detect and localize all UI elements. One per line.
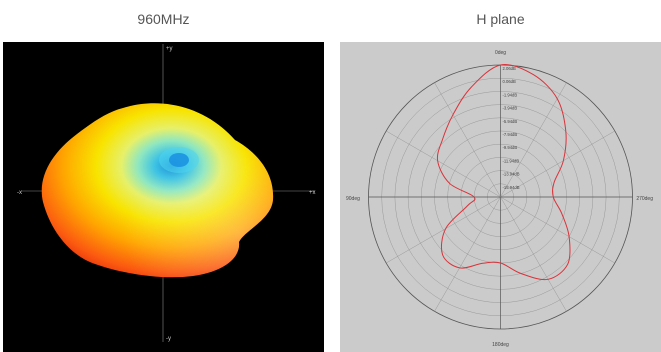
polar-grid bbox=[368, 64, 633, 330]
polar-spoke bbox=[434, 82, 501, 198]
polar-ring-label: 0.06dB bbox=[503, 79, 516, 84]
surface-highlight bbox=[41, 103, 274, 278]
axis-label-right: +x bbox=[309, 190, 316, 196]
polar-ring-labels: 2.06dB 0.06dB -1.94dB -3.94dB -5.94dB -7.94dB… bbox=[503, 66, 520, 190]
polar-spoke bbox=[500, 82, 567, 198]
h-plane-polar-plot: 2.06dB 0.06dB -1.94dB -3.94dB -5.94dB -7.94dB… bbox=[346, 50, 653, 348]
polar-spoke bbox=[386, 196, 501, 264]
radiation-pattern-trace bbox=[436, 64, 571, 281]
h-plane-polar-panel: 2.06dB 0.06dB -1.94dB -3.94dB -5.94dB -7.94dB… bbox=[340, 42, 661, 352]
angle-label-right: 270deg bbox=[636, 196, 653, 202]
polar-ring-label: -15.94dB bbox=[503, 185, 520, 190]
polar-ring-label: -3.94dB bbox=[503, 106, 518, 111]
polar-spoke bbox=[500, 130, 615, 198]
polar-ring-label: -9.94dB bbox=[503, 145, 518, 150]
axis-label-bottom: -y bbox=[166, 336, 171, 342]
polar-spoke bbox=[500, 196, 615, 264]
polar-spoke bbox=[500, 196, 567, 312]
pattern-null-core bbox=[169, 153, 189, 167]
polar-ring-label: -11.94dB bbox=[503, 158, 520, 163]
frequency-caption: 960MHz bbox=[137, 11, 190, 27]
polar-ring-label: 2.06dB bbox=[503, 66, 516, 71]
axis-label-left: -x bbox=[17, 190, 22, 196]
polar-ring-label: -7.94dB bbox=[503, 132, 518, 137]
angle-label-top: 0deg bbox=[495, 50, 506, 56]
polar-ring-label: -5.94dB bbox=[503, 119, 518, 124]
polar-spoke bbox=[386, 130, 501, 198]
polar-spoke bbox=[434, 196, 501, 312]
radiation-pattern-3d-panel: +y -y -x +x bbox=[3, 42, 324, 352]
angle-label-left: 90deg bbox=[346, 196, 360, 202]
radiation-pattern-3d-render: +y -y -x +x bbox=[17, 44, 316, 342]
plane-caption: H plane bbox=[476, 11, 525, 27]
axis-label-top: +y bbox=[166, 46, 173, 52]
polar-ring-label: -1.94dB bbox=[503, 92, 518, 97]
angle-label-bottom: 180deg bbox=[492, 342, 509, 348]
polar-ring-label: -13.94dB bbox=[503, 172, 520, 177]
